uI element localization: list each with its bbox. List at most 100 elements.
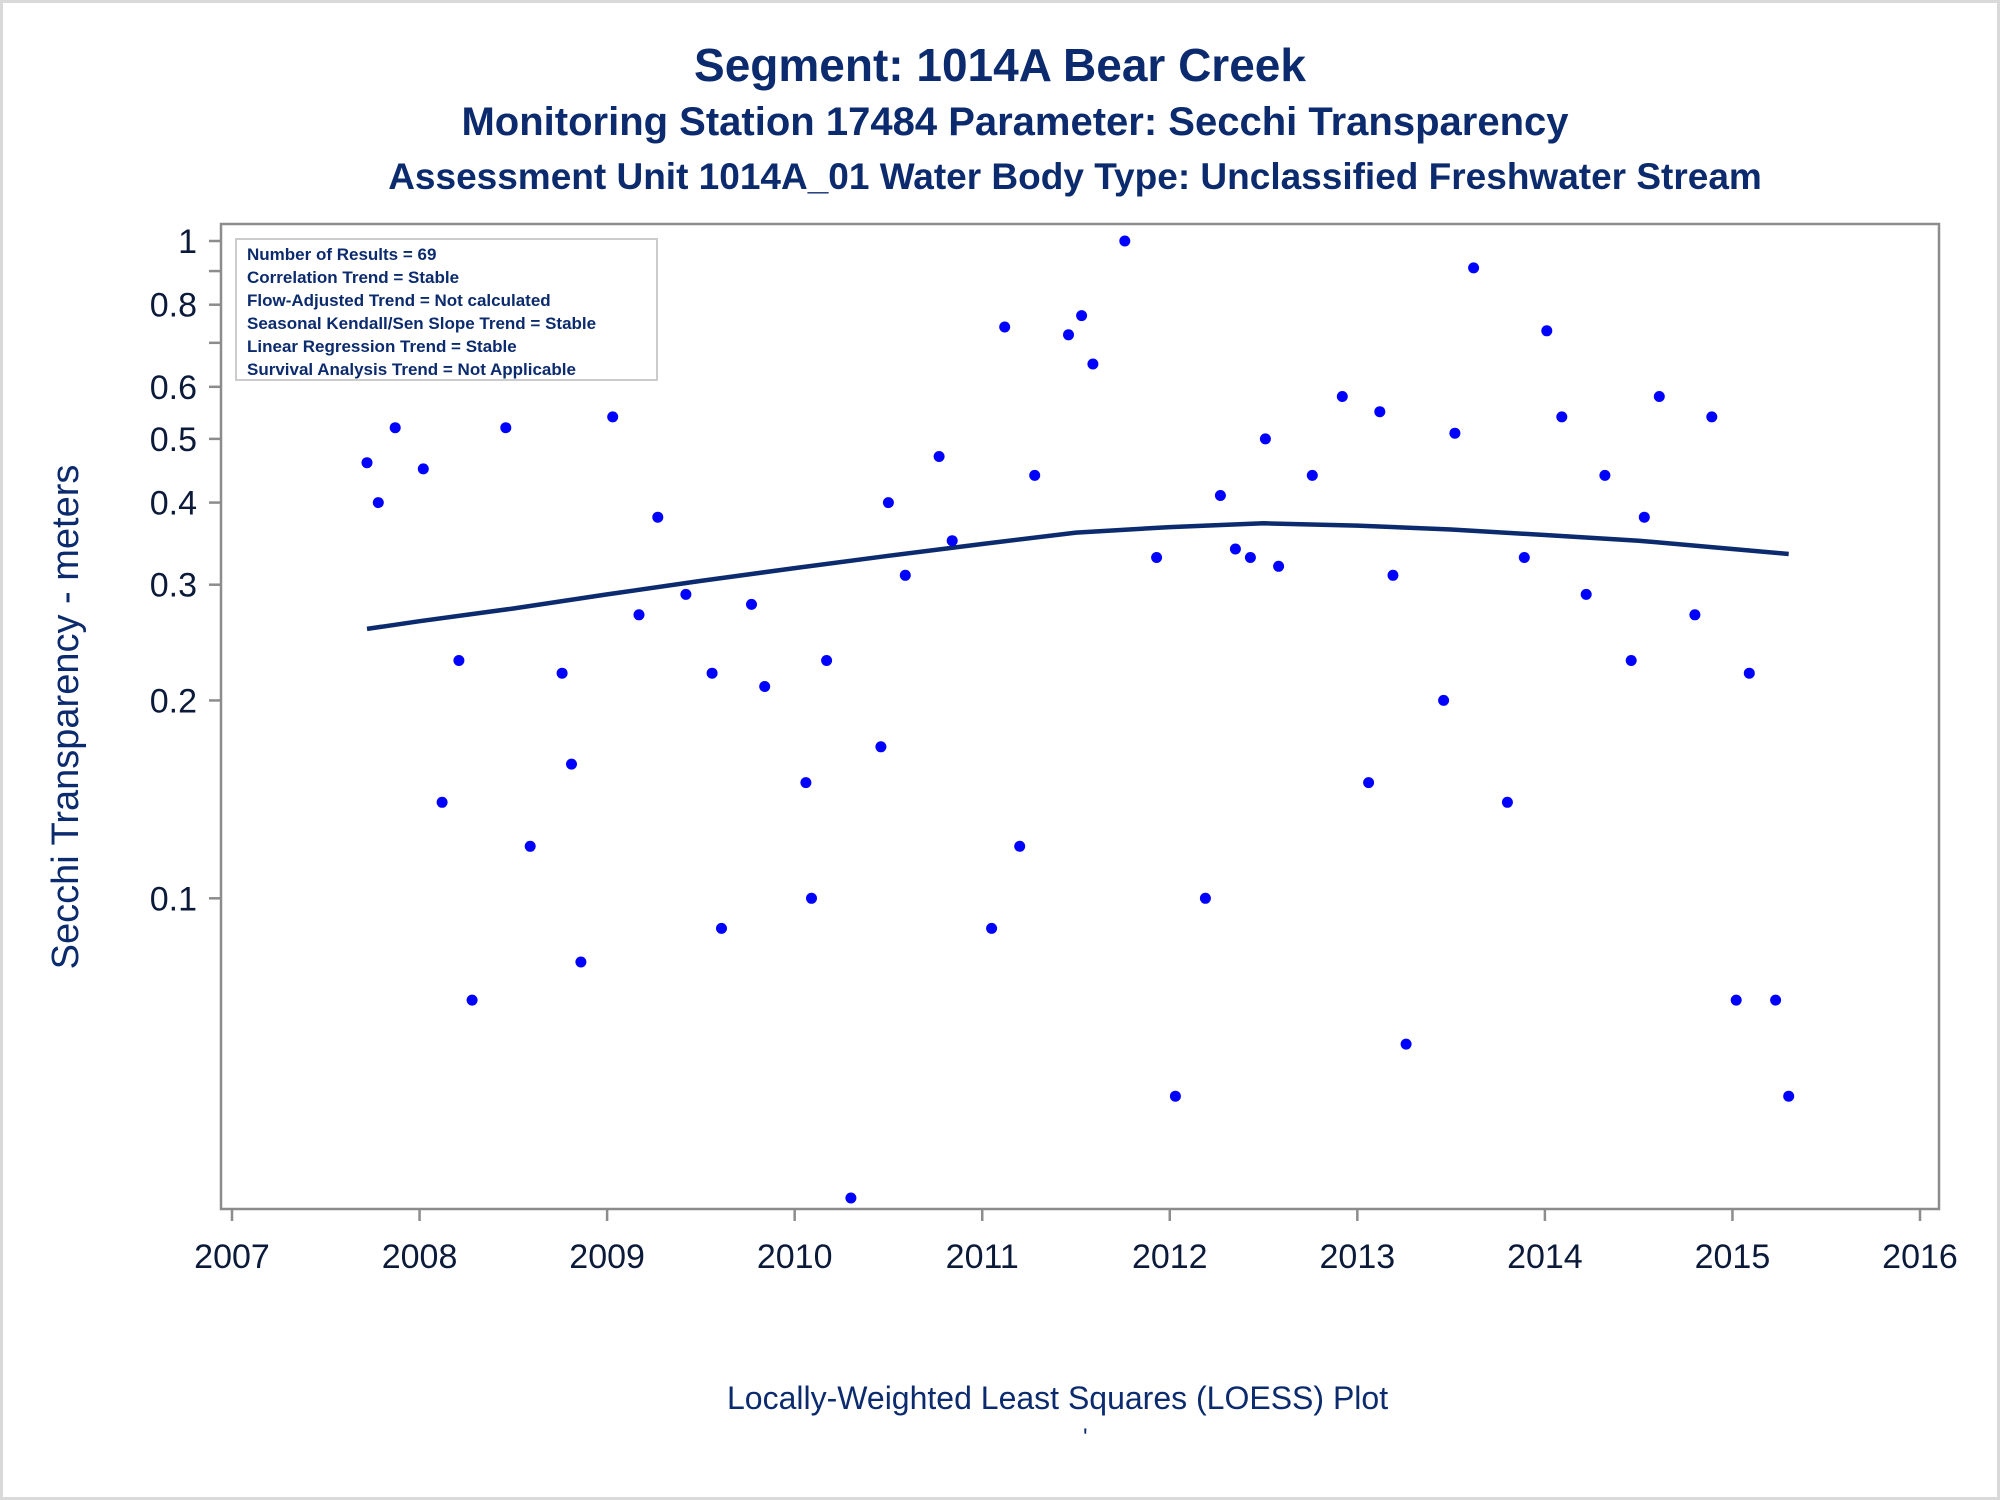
data-point-34 [1076, 310, 1088, 322]
data-point-15 [680, 588, 692, 600]
data-point-18 [746, 598, 757, 610]
y-tick-label-5: 0.6 [150, 369, 197, 407]
data-point-42 [1244, 552, 1256, 563]
data-point-1 [372, 497, 384, 509]
x-tick-label-8: 2015 [1695, 1238, 1771, 1276]
data-point-40 [1214, 490, 1226, 501]
data-point-20 [800, 777, 812, 789]
data-point-46 [1336, 391, 1348, 402]
data-point-63 [1689, 609, 1701, 621]
x-tick-label-7: 2014 [1507, 1238, 1583, 1276]
footnote-mark: ' [1083, 1424, 1088, 1451]
data-point-37 [1151, 552, 1163, 563]
data-point-3 [417, 463, 429, 475]
data-point-12 [607, 411, 619, 423]
data-point-50 [1400, 1038, 1412, 1050]
x-axis: 2007 2008 2009 2010 2011 2012 2013 2014 2015 2016 [194, 1209, 1958, 1276]
data-point-58 [1580, 588, 1592, 600]
data-point-21 [806, 892, 817, 904]
chart-subtitle-2: Assessment Unit 1014A_01 Water Body Type… [388, 156, 1762, 197]
data-point-22 [821, 655, 833, 666]
data-point-4 [436, 796, 448, 808]
data-point-56 [1541, 325, 1553, 337]
x-tick-label-2: 2009 [569, 1238, 645, 1276]
data-point-23 [845, 1192, 857, 1204]
x-tick-label-5: 2012 [1132, 1238, 1208, 1276]
x-tick-label-3: 2010 [757, 1238, 833, 1276]
loess-layer [366, 521, 1789, 632]
data-point-48 [1374, 406, 1386, 418]
y-tick-label-2: 0.3 [150, 567, 197, 605]
data-point-51 [1438, 694, 1450, 706]
data-point-25 [882, 497, 894, 509]
x-tick-label-4: 2011 [946, 1238, 1019, 1276]
data-point-8 [524, 840, 536, 852]
data-point-59 [1599, 469, 1611, 481]
data-point-54 [1501, 796, 1513, 808]
legend-line-linear-regression: Linear Regression Trend = Stable [247, 337, 517, 356]
y-axis-label: Secchi Transparency - meters [45, 465, 87, 970]
data-point-17 [716, 922, 727, 934]
plot-area-border [219, 222, 1941, 1211]
x-tick-label-6: 2013 [1320, 1238, 1396, 1276]
chart-title: Segment: 1014A Bear Creek [694, 39, 1306, 91]
data-point-38 [1169, 1090, 1181, 1102]
loess-curve [366, 521, 1789, 632]
data-point-45 [1306, 469, 1318, 481]
data-point-61 [1638, 511, 1650, 523]
stats-legend: Number of Results = 69 Correlation Trend… [235, 238, 658, 381]
data-point-7 [500, 422, 512, 434]
data-point-32 [1029, 469, 1041, 481]
data-point-31 [1014, 840, 1026, 852]
data-point-52 [1449, 427, 1461, 439]
data-point-57 [1556, 411, 1568, 423]
data-point-26 [899, 569, 911, 581]
x-tick-label-1: 2008 [382, 1238, 458, 1276]
data-point-41 [1229, 543, 1241, 555]
data-point-33 [1063, 329, 1074, 341]
data-point-36 [1119, 235, 1131, 247]
data-point-16 [706, 667, 718, 679]
data-point-29 [986, 922, 998, 934]
y-axis: 0.1 0.2 0.3 0.4 0.5 0.6 0.8 1 [150, 223, 221, 918]
chart-footnote: Locally-Weighted Least Squares (LOESS) P… [727, 1380, 1389, 1416]
data-point-64 [1706, 411, 1718, 423]
scatter-layer [361, 235, 1795, 1204]
data-point-35 [1087, 358, 1099, 370]
data-point-28 [946, 535, 958, 547]
legend-line-correlation: Correlation Trend = Stable [247, 268, 459, 287]
y-tick-label-0: 0.1 [150, 880, 197, 918]
data-point-66 [1743, 667, 1755, 679]
y-tick-label-7: 1 [178, 223, 197, 261]
data-point-24 [875, 741, 887, 753]
data-point-6 [466, 994, 478, 1006]
data-point-43 [1259, 433, 1271, 445]
data-point-27 [933, 451, 945, 462]
data-point-53 [1468, 262, 1480, 274]
data-point-2 [389, 422, 401, 434]
data-point-9 [556, 667, 568, 679]
data-point-11 [575, 956, 587, 968]
legend-line-flow-adjusted: Flow-Adjusted Trend = Not calculated [247, 291, 551, 310]
legend-line-results: Number of Results = 69 [247, 245, 436, 264]
data-point-0 [361, 457, 373, 469]
data-point-19 [759, 681, 771, 692]
data-point-55 [1518, 552, 1530, 563]
x-tick-label-0: 2007 [194, 1238, 270, 1276]
data-point-39 [1199, 892, 1211, 904]
legend-line-survival: Survival Analysis Trend = Not Applicable [247, 360, 576, 379]
data-point-67 [1770, 994, 1782, 1006]
data-point-60 [1625, 655, 1637, 666]
y-tick-label-1: 0.2 [150, 682, 197, 720]
data-point-10 [566, 758, 577, 770]
data-point-30 [999, 321, 1011, 333]
data-point-49 [1387, 569, 1399, 581]
legend-box [235, 238, 658, 381]
data-point-13 [633, 609, 645, 621]
data-point-47 [1363, 777, 1375, 789]
legend-line-seasonal-kendall: Seasonal Kendall/Sen Slope Trend = Stabl… [247, 314, 596, 333]
data-point-62 [1653, 391, 1665, 402]
data-point-14 [652, 511, 664, 523]
data-point-65 [1730, 994, 1742, 1006]
